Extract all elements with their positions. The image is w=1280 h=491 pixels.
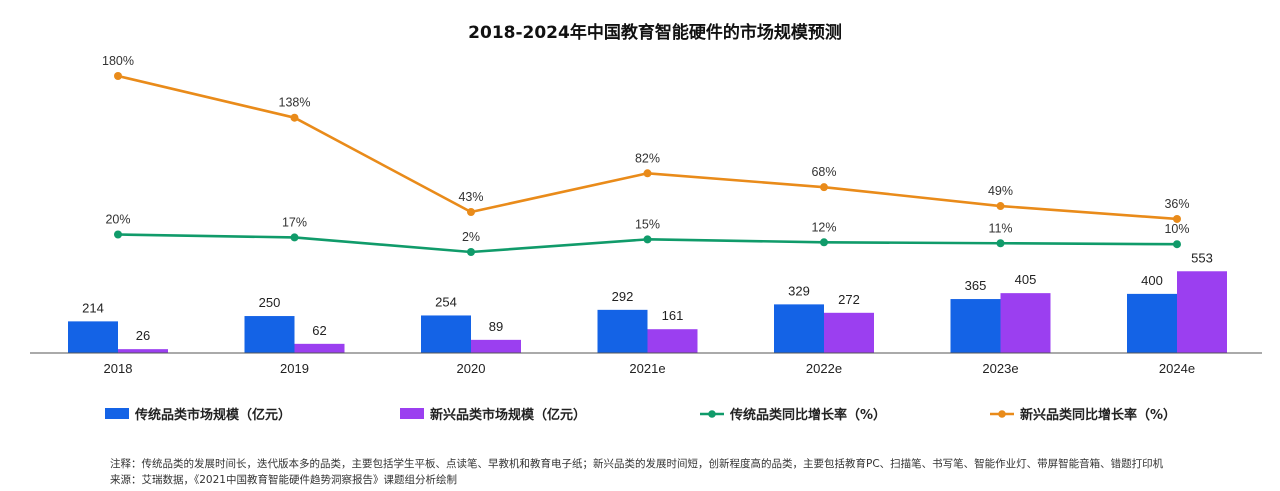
line-point-2019-series-2 [290,113,299,122]
bar-value-label: 405 [1015,272,1037,287]
line-point-2021e-series-2 [643,169,652,178]
x-tick-label: 2020 [457,361,486,376]
x-tick-label: 2018 [104,361,133,376]
legend-label: 新兴品类同比增长率（%） [1020,407,1176,423]
bar-value-label: 365 [965,278,987,293]
bar-2019-series-2 [294,343,345,353]
line-value-label: 68% [811,165,836,179]
bar-value-label: 62 [312,323,326,338]
line-point-2018-series-2 [114,72,122,80]
x-tick-label: 2023e [982,361,1018,376]
line-value-label: 11% [988,221,1012,235]
line-point-2024e-series-2 [1173,214,1181,223]
line-point-2024e-series-1 [1173,240,1181,249]
legend-item-4: 新兴品类同比增长率（%） [990,407,1176,423]
legend-swatch-dot [998,410,1006,418]
line-value-label: 36% [1164,197,1189,211]
bar-2023e-series-2 [1000,293,1051,353]
line-value-label: 82% [635,151,660,165]
line-point-2018-series-1 [114,230,122,239]
legend-item-2: 新兴品类市场规模（亿元） [400,407,586,423]
bar-value-label: 272 [838,292,860,307]
bars-group [68,271,1227,353]
line-value-label: 2% [462,230,480,244]
line-value-label: 15% [635,217,660,231]
bar-value-label: 250 [259,295,281,310]
legend-swatch [105,408,129,419]
bar-2020-series-1 [421,315,471,353]
bar-2024e-series-1 [1127,293,1177,353]
bar-value-label: 89 [489,319,503,334]
line-point-2022e-series-1 [820,238,828,247]
x-tick-label: 2021e [629,361,665,376]
legend-label: 传统品类同比增长率（%） [729,407,886,423]
line-value-label: 49% [988,184,1013,198]
line-value-label: 20% [105,213,130,227]
footnote-source: 来源：艾瑞数据，《2021中国教育智能硬件趋势洞察报告》课题组分析绘制 [110,474,457,486]
chart-title: 2018-2024年中国教育智能硬件的市场规模预测 [468,22,842,43]
x-tick-label: 2024e [1159,361,1195,376]
legend-item-3: 传统品类同比增长率（%） [700,407,886,423]
legend-swatch-dot [708,410,716,418]
line-series-2 [117,74,1178,221]
line-value-label: 138% [279,96,311,110]
legend-label: 传统品类市场规模（亿元） [134,407,291,423]
bar-2020-series-2 [471,339,521,353]
line-value-label: 180% [102,54,134,68]
line-point-2020-series-1 [467,248,475,256]
bar-value-label: 161 [662,308,684,323]
bar-value-label: 329 [788,283,810,298]
x-tick-labels: 2018 2019 2020 2021e 2022e 2023e 2024e [104,361,1196,376]
bar-2018-series-1 [68,321,118,353]
bar-value-label: 553 [1191,250,1213,265]
line-point-2020-series-2 [467,208,475,216]
bar-value-label: 292 [612,289,634,304]
bar-value-label: 400 [1141,273,1163,288]
line-value-label: 12% [811,220,836,234]
lines-group: 20% 17% 2% 15% 12% 11% 10% 180% 138% 43% 82% 68% 49%… [102,54,1190,256]
legend-item-1: 传统品类市场规模（亿元） [105,407,291,423]
line-point-2023e-series-1 [996,239,1005,248]
x-tick-label: 2019 [280,361,309,376]
legend: 传统品类市场规模（亿元） 新兴品类市场规模（亿元） 传统品类同比增长率（%） 新兴品类… [105,407,1176,423]
legend-swatch [400,408,424,419]
line-point-2023e-series-2 [996,202,1005,211]
bar-2019-series-1 [244,316,295,353]
bar-2024e-series-2 [1177,271,1227,353]
bar-2021e-series-1 [597,309,648,353]
line-value-label: 17% [282,215,307,229]
bar-value-label: 214 [82,300,104,315]
line-value-label: 10% [1164,222,1189,236]
bar-value-label: 26 [136,328,150,343]
bar-2021e-series-2 [647,329,698,353]
line-point-2019-series-1 [290,233,299,242]
bar-2022e-series-1 [774,304,824,353]
line-point-2022e-series-2 [820,183,828,192]
bar-2018-series-2 [118,349,168,353]
line-point-2021e-series-1 [643,235,652,244]
bar-2022e-series-2 [824,312,874,353]
bar-value-label: 254 [435,294,457,309]
x-tick-label: 2022e [806,361,842,376]
footnote-note: 注释：传统品类的发展时间长，迭代版本多的品类，主要包括学生平板、点读笔、早教机和… [110,458,1164,470]
line-value-label: 43% [458,190,483,204]
bar-labels-group: 214 250 254 292 329 365 400 26 62 89 161 272 405 553 [82,250,1213,343]
legend-label: 新兴品类市场规模（亿元） [430,407,586,423]
bar-2023e-series-1 [950,299,1001,353]
